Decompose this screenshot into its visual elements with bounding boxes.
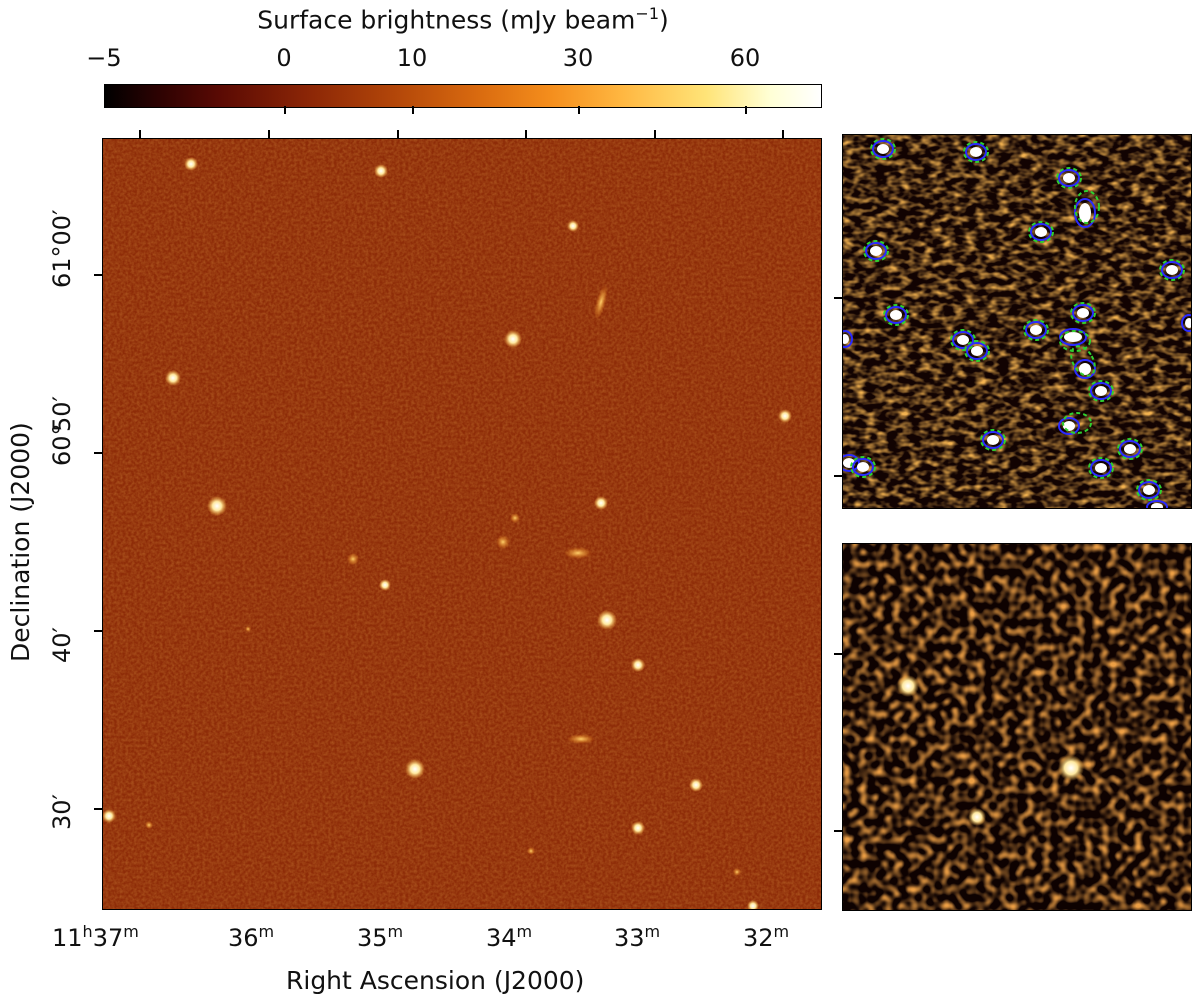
x-tick-label: 36m <box>228 922 275 952</box>
inset-top-image <box>843 135 1191 508</box>
x-tick <box>397 130 399 138</box>
y-tick-label: 50′ <box>48 396 76 432</box>
inset-bottom-sources <box>897 675 1084 826</box>
inset-bottom-y-tick <box>834 830 842 832</box>
y-tick-label: 30′ <box>48 794 76 830</box>
x-tick <box>268 130 270 138</box>
colorbar-tick <box>745 106 747 114</box>
y-tick <box>94 808 102 810</box>
colorbar-tick <box>284 106 286 114</box>
main-map-image <box>103 139 821 909</box>
colorbar-title: Surface brightness (mJy beam−1) <box>257 4 669 35</box>
x-tick <box>782 130 784 138</box>
y-tick <box>94 274 102 276</box>
colorbar-tick-label: −5 <box>86 44 122 72</box>
y-axis-label: Declination (J2000) <box>6 422 35 662</box>
colorbar-tick-label: 0 <box>276 44 292 72</box>
main-radio-map <box>102 138 822 910</box>
colorbar <box>104 84 822 108</box>
inset-bottom-panel <box>842 543 1192 911</box>
colorbar-tick <box>412 106 414 114</box>
colorbar-tick-label: 30 <box>562 44 594 72</box>
colorbar-tick-label: 60 <box>729 44 761 72</box>
inset-top-y-tick <box>834 475 842 477</box>
colorbar-tick-label: 10 <box>396 44 428 72</box>
y-tick-label: 61°00′ <box>48 209 76 288</box>
inset-bottom-y-tick <box>834 653 842 655</box>
x-tick <box>139 130 141 138</box>
y-tick <box>94 630 102 632</box>
x-axis-label: Right Ascension (J2000) <box>286 966 585 995</box>
colorbar-tick <box>578 106 580 114</box>
y-tick-label: 40′ <box>48 627 76 663</box>
x-tick-label: 11h37m <box>52 922 139 952</box>
source-contours <box>843 138 1191 508</box>
x-tick-label: 32m <box>743 922 790 952</box>
x-tick-label: 33m <box>614 922 661 952</box>
bright-sources <box>103 157 792 909</box>
x-tick-label: 35m <box>357 922 404 952</box>
x-tick <box>654 130 656 138</box>
x-tick <box>525 130 527 138</box>
inset-top-y-tick <box>834 297 842 299</box>
x-tick-label: 34m <box>486 922 533 952</box>
inset-top-panel <box>842 134 1192 509</box>
y-tick <box>94 452 102 454</box>
inset-bottom-image <box>843 544 1191 910</box>
